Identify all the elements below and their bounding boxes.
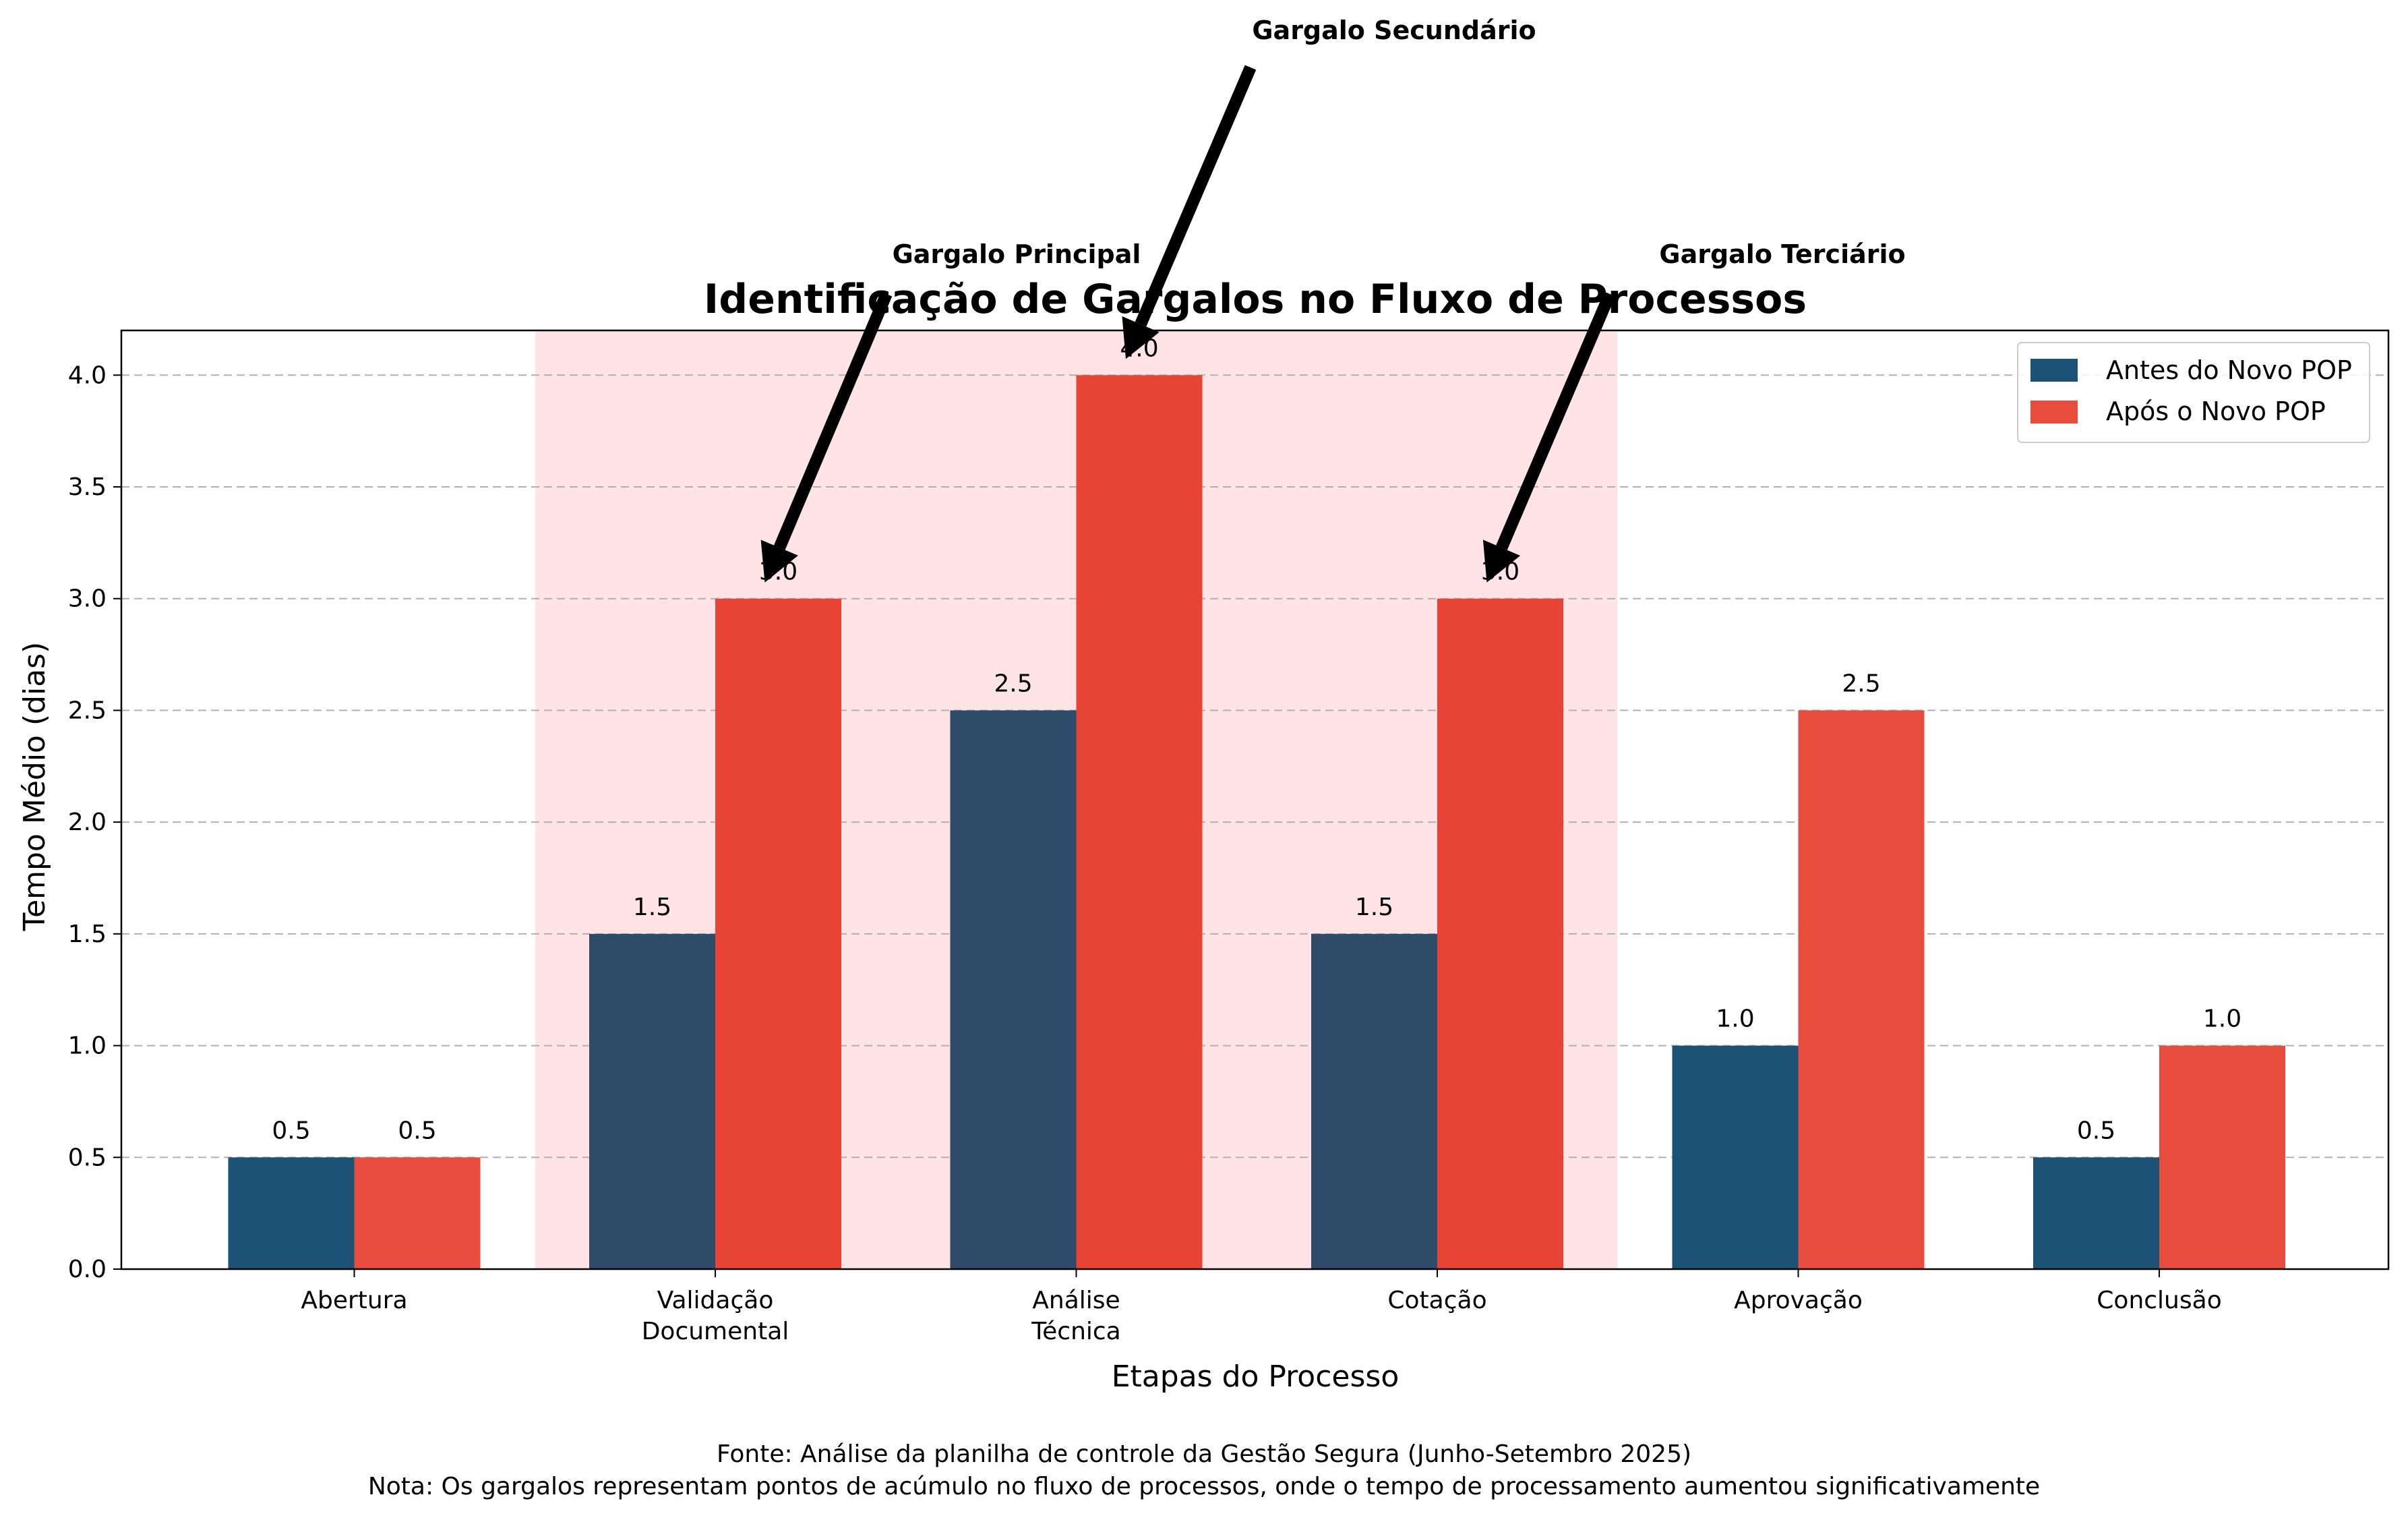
axis-layer: 0.0 0.5 1.0 1.5 2.0 2.5 3.0 3.5 4.0 Abertura Valid… xyxy=(68,329,2390,1345)
plot-frame xyxy=(120,329,2390,1270)
legend-swatch-before xyxy=(2030,359,2078,382)
bar-apos-1 xyxy=(715,598,841,1269)
bar-antes-1 xyxy=(589,933,715,1269)
y-axis-title: Tempo Médio (dias) xyxy=(18,642,52,932)
y-tick-label: 2.0 xyxy=(68,809,107,836)
legend-swatch-after xyxy=(2030,401,2078,423)
y-tick-label: 1.0 xyxy=(68,1032,107,1060)
data-label: 2.5 xyxy=(994,670,1032,697)
annotation-layer: Gargalo Principal Gargalo Secundário Garga… xyxy=(760,16,1906,583)
x-axis-title: Etapas do Processo xyxy=(1112,1359,1399,1394)
data-label: 2.5 xyxy=(1842,670,1880,697)
data-label: 1.0 xyxy=(1716,1005,1754,1033)
x-tick-label: Cotação xyxy=(1387,1287,1486,1314)
y-tick-label: 3.5 xyxy=(68,473,107,501)
bar-antes-5 xyxy=(2033,1157,2159,1269)
annotation-label: Gargalo Secundário xyxy=(1252,16,1536,45)
footnote-source: Fonte: Análise da planilha de controle d… xyxy=(717,1440,1691,1468)
y-tick-label: 0.5 xyxy=(68,1144,107,1171)
y-tick-label: 3.0 xyxy=(68,585,107,613)
bar-antes-4 xyxy=(1672,1045,1799,1269)
bar-antes-3 xyxy=(1311,933,1437,1269)
data-label: 1.5 xyxy=(1355,894,1393,921)
y-tick-label: 2.5 xyxy=(68,697,107,724)
y-tick-label: 0.0 xyxy=(68,1256,107,1283)
x-tick-label: Validação Documental xyxy=(642,1287,789,1345)
bar-antes-2 xyxy=(950,710,1077,1269)
x-tick-label: Aprovação xyxy=(1734,1287,1863,1314)
bar-apos-3 xyxy=(1437,598,1563,1269)
annotation-arrow-shaft xyxy=(1135,65,1257,327)
legend-label-before: Antes do Novo POP xyxy=(2106,355,2352,385)
grid-layer xyxy=(121,374,2388,1159)
bar-layer xyxy=(228,375,2285,1270)
x-tick-label: Conclusão xyxy=(2097,1287,2221,1314)
legend-label-after: Após o Novo POP xyxy=(2106,397,2326,426)
x-tick-label: Abertura xyxy=(301,1287,407,1314)
data-label: 1.0 xyxy=(2203,1005,2241,1033)
bar-apos-5 xyxy=(2159,1045,2285,1269)
data-label: 1.5 xyxy=(633,894,671,921)
bar-apos-0 xyxy=(354,1157,481,1269)
bar-apos-4 xyxy=(1798,710,1925,1269)
annotation-arrow-head xyxy=(1122,316,1160,359)
x-tick-label: Análise Técnica xyxy=(1031,1287,1121,1345)
annotation-arrow-shaft xyxy=(773,291,893,550)
data-label: 0.5 xyxy=(2077,1117,2115,1144)
y-tick-label: 1.5 xyxy=(68,920,107,948)
annotation-arrow-shaft xyxy=(1496,291,1616,550)
annotation-label: Gargalo Principal xyxy=(893,239,1141,269)
footnote-note: Nota: Os gargalos representam pontos de … xyxy=(368,1473,2040,1500)
bar-apos-2 xyxy=(1076,375,1203,1270)
data-label: 0.5 xyxy=(272,1117,310,1144)
bar-antes-0 xyxy=(228,1157,355,1269)
y-tick-label: 4.0 xyxy=(68,361,107,389)
chart-title: Identificação de Gargalos no Fluxo de Pr… xyxy=(704,276,1807,323)
legend: Antes do Novo POP Após o Novo POP xyxy=(2017,342,2370,443)
annotation-arrow-head xyxy=(760,539,798,583)
legend-box xyxy=(2017,342,2370,443)
data-label: 0.5 xyxy=(398,1117,436,1144)
annotation-arrow-head xyxy=(1482,539,1521,583)
annotation-label: Gargalo Terciário xyxy=(1659,239,1905,269)
